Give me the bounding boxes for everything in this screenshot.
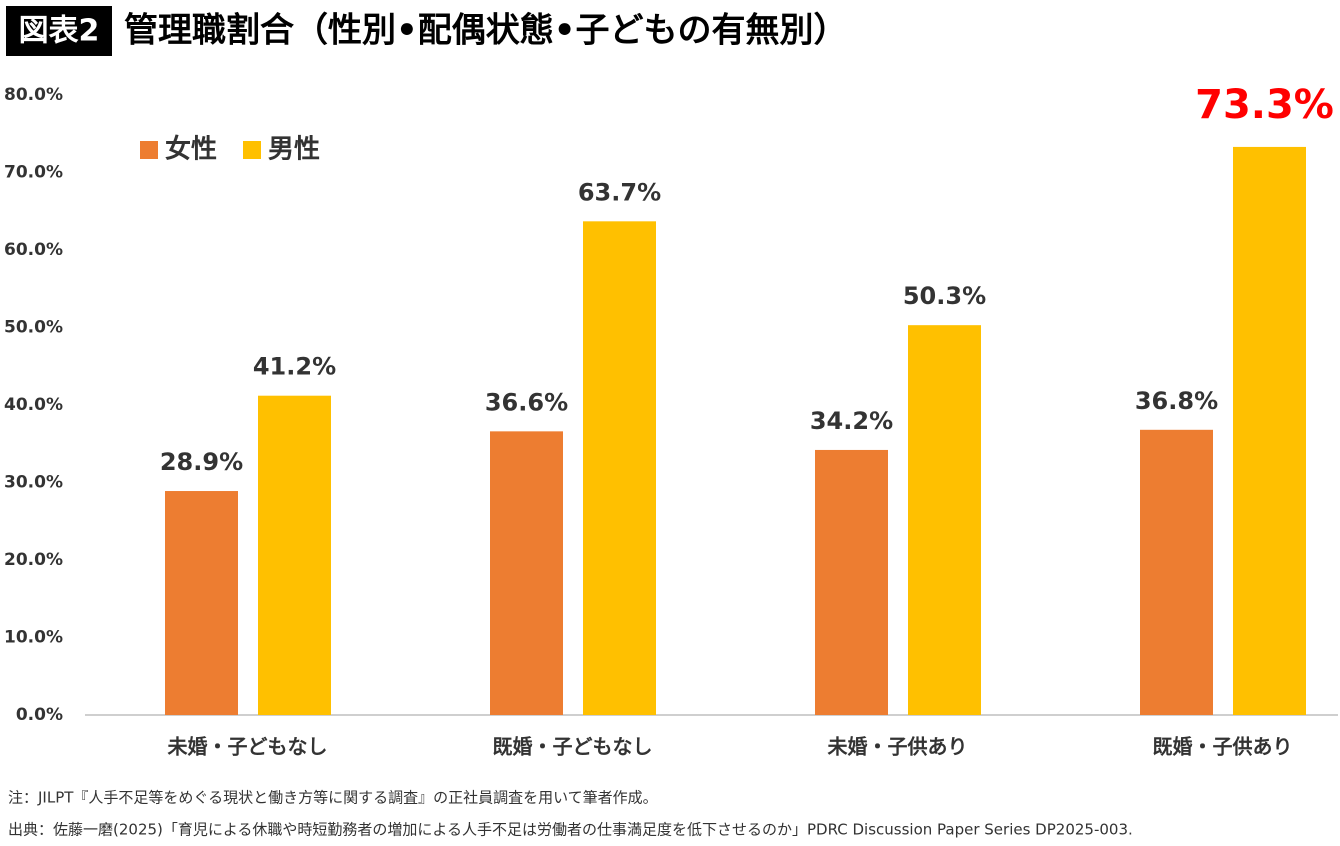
y-tick-label: 70.0%: [4, 163, 63, 183]
value-label: 34.2%: [810, 407, 893, 435]
bar: [1233, 146, 1306, 716]
bar: [1140, 429, 1213, 715]
x-tick-label: 既婚・子どもなし: [493, 735, 653, 759]
chart-title: 管理職割合（性別•配偶状態•子どもの有無別）: [124, 11, 847, 51]
x-tick-label: 未婚・子供あり: [828, 735, 968, 759]
y-tick-label: 40.0%: [4, 395, 63, 415]
value-label: 50.3%: [903, 282, 986, 310]
bar: [490, 431, 563, 715]
value-label: 36.6%: [485, 388, 568, 416]
note: 注：JILPT『人手不足等をめぐる現状と働き方等に関する調査』の正社員調査を用い…: [8, 789, 658, 807]
y-tick-label: 50.0%: [4, 318, 63, 338]
value-label: 73.3%: [1195, 82, 1334, 128]
y-tick-label: 80.0%: [4, 85, 63, 105]
legend-label: 女性: [165, 134, 217, 165]
y-tick-label: 60.0%: [4, 240, 63, 260]
legend-label: 男性: [268, 135, 320, 165]
y-tick-label: 10.0%: [4, 628, 63, 648]
value-label: 63.7%: [578, 178, 661, 206]
value-label: 36.8%: [1135, 387, 1218, 415]
y-tick-label: 20.0%: [4, 550, 63, 570]
x-tick-label: 未婚・子どもなし: [168, 735, 328, 759]
x-tick-label: 既婚・子供あり: [1153, 735, 1293, 759]
y-tick-label: 0.0%: [16, 705, 63, 725]
bar: [165, 491, 238, 715]
bar: [258, 395, 331, 715]
badge-box: [6, 6, 112, 56]
value-label: 41.2%: [253, 353, 336, 381]
legend-swatch: [243, 141, 261, 159]
badge: 図表2: [19, 14, 100, 49]
bar: [815, 449, 888, 715]
source: 出典：佐藤一磨(2025)「育児による休職や時短勤務者の増加による人手不足は労働…: [8, 821, 1133, 839]
legend-swatch: [140, 141, 158, 159]
bar: [908, 325, 981, 715]
y-tick-label: 30.0%: [4, 473, 63, 493]
bar: [583, 221, 656, 715]
value-label: 28.9%: [160, 448, 243, 476]
